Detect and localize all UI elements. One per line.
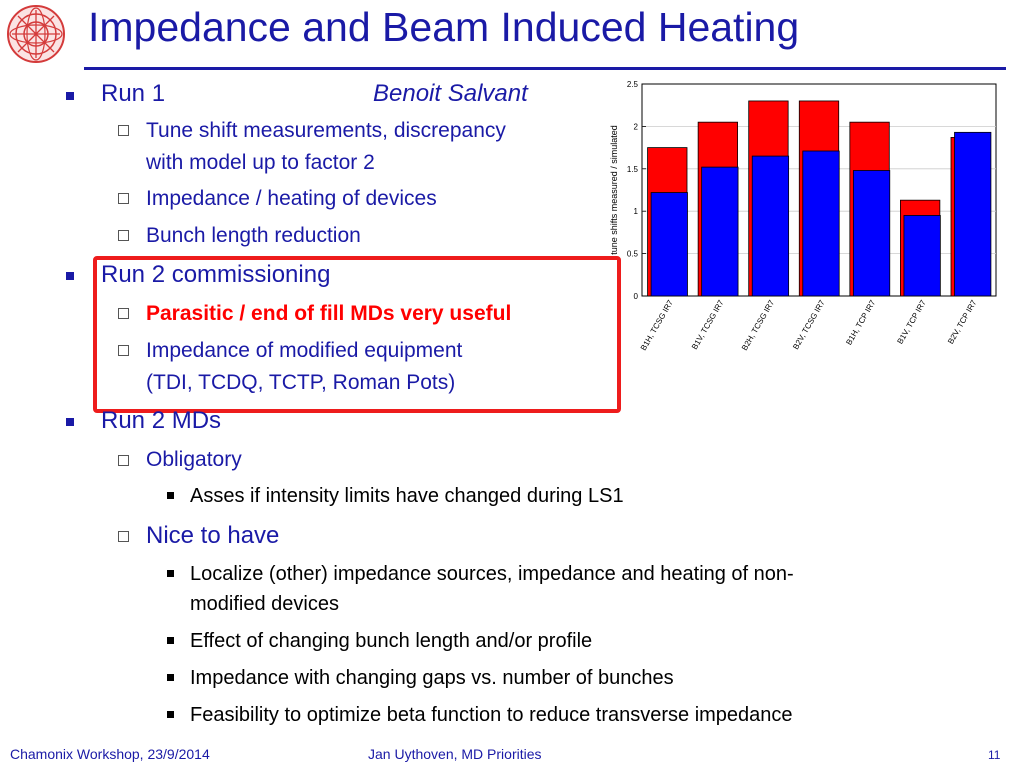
bullet-square-icon [167, 711, 174, 718]
highlight-frame [93, 256, 621, 413]
chart-x-tick-label: B2V, TCSG IR7 [791, 298, 827, 351]
chart-y-tick-label: 0.5 [627, 250, 639, 259]
bullet-square-icon [167, 492, 174, 499]
sub-bullet-obligatory: Obligatory [146, 448, 242, 471]
author-name: Benoit Salvant [373, 80, 528, 107]
checkbox-bullet-icon [118, 125, 129, 136]
checkbox-bullet-icon [118, 455, 129, 466]
checkbox-bullet-icon [118, 230, 129, 241]
chart-bar-blue [802, 150, 840, 297]
bullet-square-icon [167, 674, 174, 681]
chart-y-tick-label: 2.5 [627, 80, 639, 89]
checkbox-bullet-icon [118, 193, 129, 204]
sub-sub-bullet-text: Impedance with changing gaps vs. number … [190, 667, 674, 689]
footer-event: Chamonix Workshop, 23/9/2014 [10, 746, 210, 762]
bullet-run1: Run 1 [101, 80, 166, 107]
bullet-square-icon [167, 570, 174, 577]
chart-y-tick-label: 1 [634, 207, 639, 216]
chart-bar-blue [650, 192, 688, 297]
chart-y-axis-label: tune shifts measured / simulated [609, 125, 619, 255]
chart-bars [647, 100, 992, 297]
sub-bullet-text: Tune shift measurements, discrepancy [146, 119, 506, 142]
chart-y-tick-label: 0 [634, 292, 639, 301]
chart-y-ticks: 0 0.5 1 1.5 2 2.5 [627, 80, 646, 301]
bullet-square-icon [66, 418, 74, 426]
chart-x-tick-label: B1V, TCSG IR7 [690, 298, 726, 351]
chart-x-tick-label: B1V, TCP IR7 [895, 298, 928, 346]
sub-bullet-text: Bunch length reduction [146, 224, 361, 247]
sub-sub-bullet-text: Feasibility to optimize beta function to… [190, 704, 793, 726]
lhc-logo [7, 5, 65, 63]
sub-bullet-text: Impedance of modified equipment [146, 339, 463, 362]
chart-y-tick-label: 1.5 [627, 165, 639, 174]
highlight-text: Parasitic / end of fill MDs very useful [146, 302, 512, 325]
sub-sub-bullet-text: Localize (other) impedance sources, impe… [190, 563, 794, 585]
chart-x-tick-label: B2H, TCSG IR7 [740, 298, 776, 352]
sub-sub-bullet-text: modified devices [190, 593, 339, 615]
chart-x-tick-label: B1H, TCP IR7 [844, 298, 877, 347]
chart-bar-blue [701, 166, 739, 297]
chart-y-tick-label: 2 [634, 122, 639, 131]
sub-bullet-nice-to-have: Nice to have [146, 522, 280, 549]
chart-x-ticks: B1H, TCSG IR7 B1V, TCSG IR7 B2H, TCSG IR7 B… [639, 298, 979, 352]
chart-bar-blue [954, 131, 992, 297]
chart-bar-blue [903, 215, 941, 297]
footer-presenter: Jan Uythoven, MD Priorities [368, 746, 542, 762]
chart-bar-blue [751, 155, 790, 297]
sub-sub-bullet-text: Effect of changing bunch length and/or p… [190, 630, 593, 652]
bullet-square-icon [66, 272, 74, 280]
chart-x-tick-label: B1H, TCSG IR7 [639, 298, 675, 352]
slide-title: Impedance and Beam Induced Heating [88, 4, 800, 50]
sub-bullet-text: with model up to factor 2 [146, 151, 375, 174]
sub-sub-bullet-text: Asses if intensity limits have changed d… [190, 485, 624, 507]
checkbox-bullet-icon [118, 345, 129, 356]
title-underline [84, 67, 1006, 70]
bullet-run2-commissioning: Run 2 commissioning [101, 261, 331, 288]
checkbox-bullet-icon [118, 308, 129, 319]
tune-shift-bar-chart: 00.511.522.5 B1H, TCSG IR7 B1V, TCSG IR7 B… [609, 80, 997, 352]
chart-bar-blue [852, 170, 891, 297]
bullet-square-icon [66, 92, 74, 100]
sub-bullet-text: (TDI, TCDQ, TCTP, Roman Pots) [146, 371, 456, 394]
page-number: 11 [988, 748, 1001, 762]
bullet-run2-mds: Run 2 MDs [101, 407, 222, 434]
sub-bullet-text: Impedance / heating of devices [146, 187, 437, 210]
chart-x-tick-label: B2V, TCP IR7 [946, 298, 979, 346]
checkbox-bullet-icon [118, 531, 129, 542]
bullet-square-icon [167, 637, 174, 644]
